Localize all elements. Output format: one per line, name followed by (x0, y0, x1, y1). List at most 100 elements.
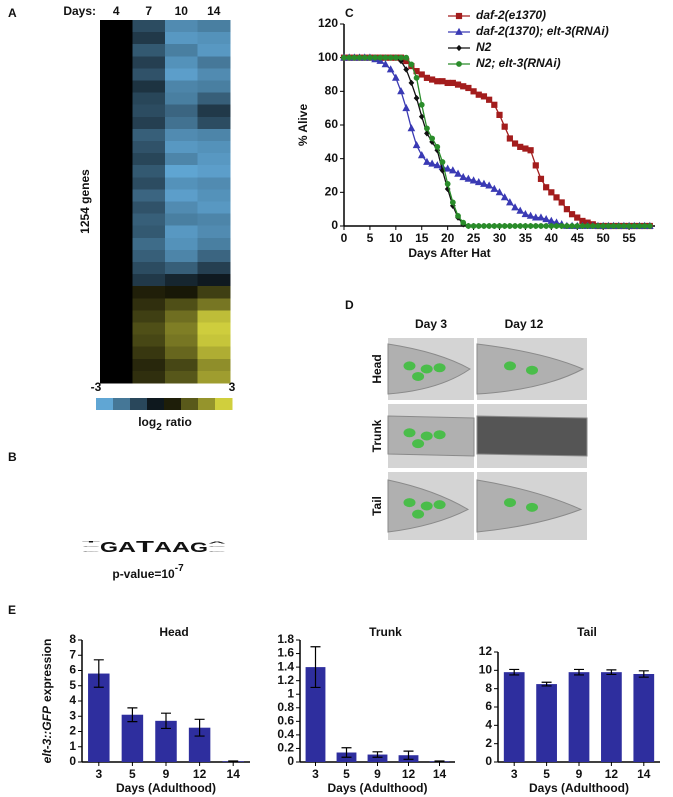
logo-letter: G (190, 541, 208, 556)
marker (522, 145, 529, 152)
heatmap-cell (197, 153, 231, 166)
bar (155, 720, 177, 762)
gfp-signal (526, 502, 538, 512)
y-tick-label: 40 (325, 151, 339, 165)
label-part: log (138, 415, 156, 429)
marker (521, 209, 530, 218)
marker (481, 223, 487, 229)
chart-title: Trunk (369, 625, 402, 639)
heatmap-cell (165, 20, 198, 33)
heatmap-cell (132, 262, 166, 275)
logo-letter: C (208, 547, 230, 548)
heatmap-cell (165, 165, 198, 178)
x-tick-label: 14 (433, 767, 447, 781)
marker (470, 223, 477, 229)
gfp-signal (504, 498, 516, 508)
marker (428, 159, 436, 167)
marker (496, 223, 503, 229)
marker (526, 211, 535, 219)
y-tick-label: 2 (485, 736, 492, 750)
heatmap-cell (100, 298, 133, 311)
bar (536, 684, 557, 762)
heatmap-cell (165, 92, 198, 106)
marker (392, 54, 399, 61)
image-column-label: Day 12 (505, 317, 544, 331)
gfp-signal (433, 430, 446, 440)
gfp-signal (526, 365, 538, 375)
marker (434, 78, 441, 85)
heatmap-cell (100, 237, 133, 251)
y-tick-label: 0.2 (277, 741, 294, 755)
panel-label: A (8, 6, 17, 20)
bar (305, 667, 326, 762)
y-tick-label: 1.8 (277, 632, 294, 646)
marker (527, 223, 534, 229)
marker (412, 140, 421, 149)
y-tick-label: 0.4 (277, 727, 294, 741)
error-bar (194, 718, 205, 737)
marker (424, 125, 430, 132)
marker (460, 219, 467, 226)
y-tick-label: 1.4 (277, 659, 294, 673)
heatmap-cell (165, 177, 198, 190)
heatmap-cell (197, 201, 231, 215)
marker (558, 223, 565, 229)
marker (506, 223, 513, 229)
marker (537, 175, 545, 182)
marker (444, 181, 451, 187)
x-tick-label: 0 (341, 231, 348, 245)
gfp-signal (412, 371, 425, 381)
row-label: 1254 genes (78, 169, 92, 234)
marker (418, 101, 425, 108)
marker (403, 54, 410, 61)
y-tick-label: 1.2 (277, 673, 294, 687)
y-tick-label: 2 (69, 724, 76, 738)
heatmap-cell (197, 262, 231, 275)
x-tick-label: 50 (596, 231, 610, 245)
marker (381, 60, 390, 68)
logo-letter: C (82, 547, 104, 548)
marker (548, 189, 555, 196)
y-tick-label: 0.6 (277, 714, 294, 728)
logo-letter: A (154, 540, 173, 557)
logo-letter: G (208, 552, 228, 553)
error-bar (341, 747, 352, 758)
logo-letter: A (172, 540, 191, 557)
colorbar-label: log2 ratio (138, 415, 192, 433)
heatmap-cell (132, 358, 166, 372)
marker (517, 143, 524, 150)
marker (423, 74, 431, 81)
heatmap-cell (100, 201, 133, 215)
marker (459, 172, 468, 181)
heatmap-cell (100, 165, 133, 178)
marker (563, 206, 570, 213)
heatmap-cell (100, 68, 133, 81)
x-tick-label: 12 (402, 767, 416, 781)
heatmap-cell (197, 56, 231, 69)
gfp-signal (403, 498, 416, 508)
heatmap-cell (132, 310, 166, 323)
logo-letter: A (118, 540, 136, 557)
heatmap-cell (197, 370, 231, 384)
heatmap-cell (165, 310, 198, 323)
gfp-signal (403, 428, 416, 438)
heatmap-cell (100, 358, 133, 372)
bar (568, 672, 590, 762)
x-tick-label: 12 (193, 767, 207, 781)
y-tick-label: 7 (69, 647, 76, 661)
y-tick-label: 20 (325, 185, 339, 199)
marker (584, 223, 591, 229)
colorbar-tick-label: 3 (229, 380, 236, 394)
heatmap-cell (100, 153, 133, 166)
marker (423, 157, 431, 165)
y-tick-label: 8 (69, 632, 76, 646)
heatmap-cell (132, 153, 166, 166)
heatmap-cell (197, 322, 231, 336)
heatmap-cell (165, 141, 198, 154)
marker (600, 223, 607, 229)
marker (434, 143, 441, 150)
marker (351, 54, 358, 61)
x-tick-label: 5 (343, 767, 350, 781)
marker (569, 223, 575, 229)
heatmap-cell (165, 128, 198, 142)
